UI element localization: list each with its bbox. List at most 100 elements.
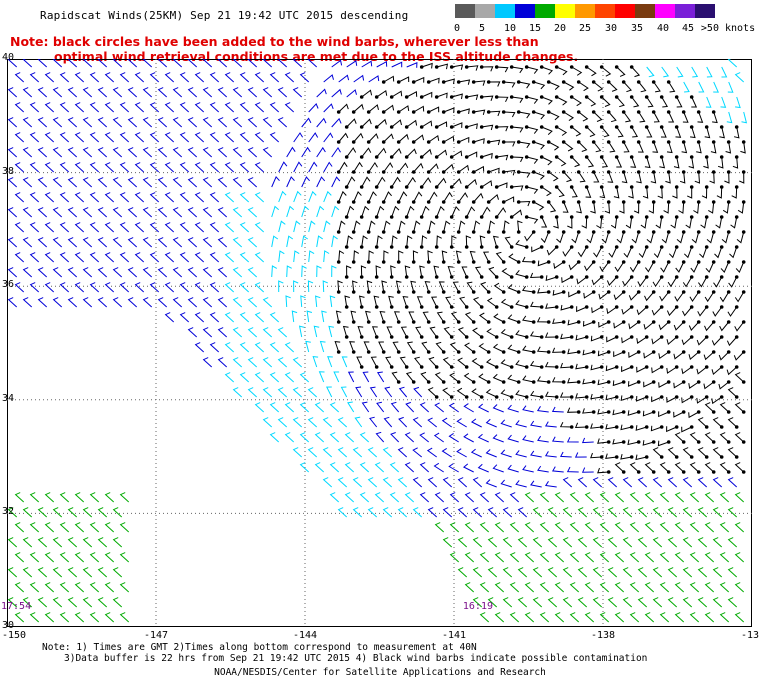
wind-barb <box>374 462 385 473</box>
wind-barb <box>361 118 372 128</box>
wind-barb <box>494 612 505 623</box>
wind-barb <box>529 331 542 338</box>
contamination-marker <box>359 245 364 249</box>
wind-barb <box>254 342 265 353</box>
contamination-marker <box>689 155 694 159</box>
wind-barb <box>678 201 685 214</box>
wind-barb <box>627 439 639 446</box>
wind-barb <box>623 111 632 123</box>
contamination-marker <box>344 335 349 339</box>
contamination-marker <box>614 95 619 99</box>
contamination-marker <box>584 365 589 369</box>
contamination-marker <box>711 170 716 174</box>
contamination-marker <box>554 95 559 99</box>
contamination-marker <box>441 320 446 324</box>
contamination-marker <box>411 200 416 204</box>
contamination-marker <box>546 140 551 144</box>
wind-barb <box>458 164 470 173</box>
wind-barb <box>496 154 509 161</box>
wind-barb <box>653 111 660 123</box>
wind-barb <box>329 295 336 308</box>
wind-barb <box>721 66 728 78</box>
wind-barb <box>645 261 655 273</box>
wind-barb <box>688 381 699 389</box>
contamination-marker <box>681 350 686 354</box>
wind-barb <box>209 252 220 263</box>
wind-barb <box>224 132 235 143</box>
wind-barb <box>472 477 483 488</box>
wind-barb <box>637 537 648 548</box>
wind-barb <box>416 296 423 308</box>
wind-barb <box>559 392 572 398</box>
contamination-marker <box>524 335 529 339</box>
wind-barb <box>502 567 513 578</box>
wind-barb <box>518 81 531 89</box>
wind-barb <box>522 465 534 473</box>
wind-barb <box>187 237 198 248</box>
wind-barb <box>614 552 625 563</box>
contamination-marker <box>434 65 439 69</box>
wind-barb <box>606 306 617 315</box>
wind-barb <box>688 411 699 419</box>
wind-barb <box>494 582 505 593</box>
wind-barb <box>292 447 303 458</box>
wind-barb <box>14 132 25 143</box>
contamination-marker <box>704 425 709 429</box>
wind-barb <box>610 216 618 229</box>
wind-barb <box>536 406 549 413</box>
contamination-marker <box>696 110 701 114</box>
wind-barb <box>37 177 48 188</box>
wind-barb <box>232 387 243 398</box>
wind-barb <box>52 567 63 578</box>
wind-barb <box>472 297 483 308</box>
wind-barb <box>293 280 299 293</box>
contamination-marker <box>636 170 641 174</box>
wind-barb <box>518 200 531 207</box>
wind-barb <box>524 492 535 503</box>
wind-barb <box>501 267 512 278</box>
contamination-marker <box>479 215 484 219</box>
wind-barb <box>247 87 258 98</box>
wind-barb <box>187 177 198 188</box>
wind-barb <box>503 220 510 233</box>
wind-barb <box>614 261 625 273</box>
contamination-marker <box>434 305 439 309</box>
contamination-marker <box>411 380 416 384</box>
contamination-marker <box>539 395 544 399</box>
contamination-marker <box>621 440 626 444</box>
wind-barb <box>346 235 353 248</box>
wind-barb <box>392 341 400 353</box>
wind-barb <box>575 393 587 399</box>
contamination-marker <box>494 365 499 369</box>
wind-barb <box>97 147 108 158</box>
contamination-marker <box>449 95 454 99</box>
contamination-marker <box>621 80 626 84</box>
wind-barb <box>488 167 500 174</box>
wind-barb <box>278 190 287 203</box>
wind-barb <box>462 463 474 473</box>
wind-barb <box>14 582 25 593</box>
wind-barb <box>705 96 712 108</box>
wind-barb <box>704 126 711 139</box>
wind-barb <box>511 96 524 103</box>
contamination-marker <box>674 95 679 99</box>
wind-barb <box>734 582 745 593</box>
contamination-marker <box>389 305 394 309</box>
wind-barb <box>616 231 625 244</box>
contamination-marker <box>644 215 649 219</box>
wind-barb <box>651 396 662 403</box>
contamination-marker <box>449 365 454 369</box>
wind-barb <box>398 76 410 83</box>
wind-barb <box>521 256 534 263</box>
contamination-marker <box>689 275 694 279</box>
wind-barb <box>507 314 519 323</box>
wind-barb <box>164 72 175 83</box>
wind-barb <box>434 402 445 413</box>
wind-barb <box>254 312 265 323</box>
contamination-marker <box>576 290 581 294</box>
wind-barb <box>623 81 632 93</box>
contamination-marker <box>479 95 484 99</box>
wind-barb <box>674 522 685 533</box>
contamination-marker <box>681 320 686 324</box>
wind-barb <box>623 141 630 153</box>
